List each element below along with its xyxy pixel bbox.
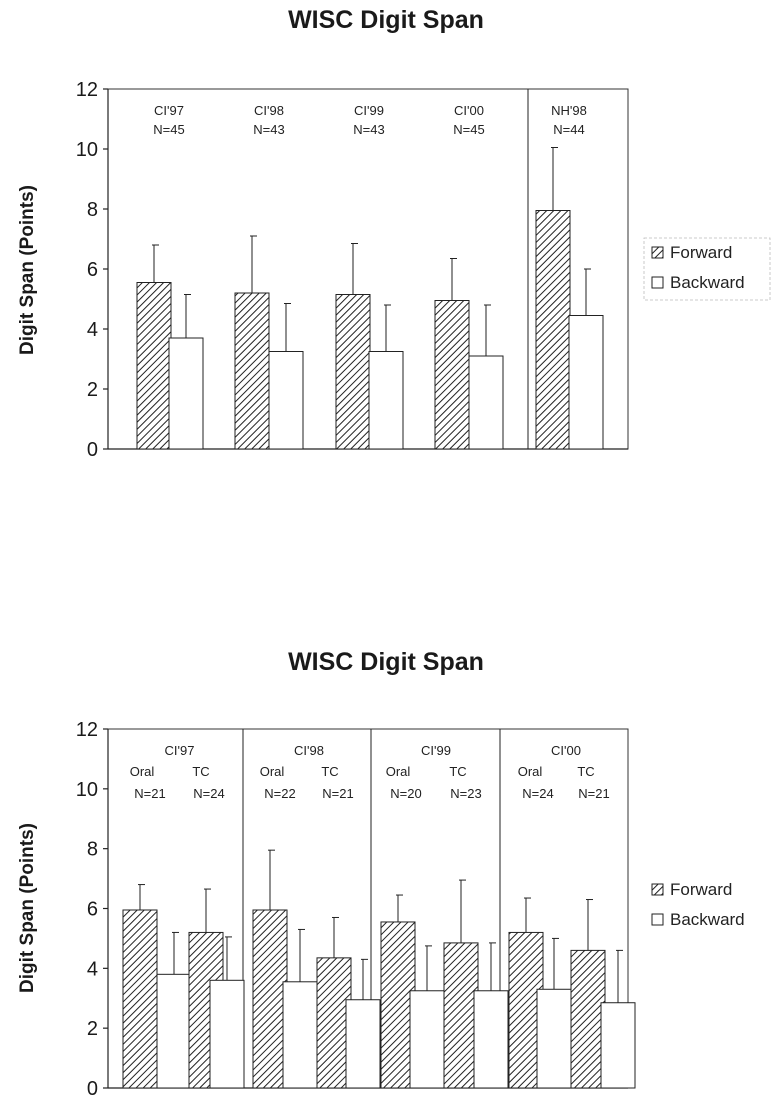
group-n-label: N=22 — [264, 786, 295, 801]
legend-label-backward: Backward — [670, 273, 745, 292]
y-tick-label: 8 — [87, 199, 98, 221]
legend-swatch-backward — [651, 276, 664, 289]
group-label: CI'97 — [165, 743, 195, 758]
y-tick-label: 6 — [87, 259, 98, 281]
group-n-label: N=23 — [450, 786, 481, 801]
group-n-label: N=45 — [453, 122, 484, 137]
y-tick-label: 10 — [76, 139, 98, 161]
bar-backward — [568, 315, 604, 450]
group-label: CI'97 — [154, 103, 184, 118]
bar-backward — [473, 990, 509, 1089]
y-tick-label: 4 — [87, 319, 98, 341]
bar-backward — [168, 337, 204, 450]
y-axis-label: Digit Span (Points) — [17, 185, 38, 355]
bar-forward — [252, 909, 288, 1089]
bar-backward — [156, 973, 192, 1089]
legend-label-forward: Forward — [670, 880, 732, 899]
group-label: CI'00 — [551, 743, 581, 758]
bar-forward — [535, 210, 571, 450]
bar-forward — [335, 294, 371, 450]
y-tick-label: 0 — [87, 1078, 98, 1098]
bar-forward — [122, 909, 158, 1089]
chart-2: WISC Digit Span 0 2 4 6 8 10 12 Digit Span (Poin… — [17, 648, 745, 1098]
legend: Forward Backward — [651, 880, 745, 929]
y-tick-label: 4 — [87, 958, 98, 980]
y-tick-label: 8 — [87, 839, 98, 861]
chart-1: WISC Digit Span 0 2 4 6 8 10 12 Digit Span (Poin… — [17, 6, 771, 461]
group-n-label: N=21 — [322, 786, 353, 801]
bar-backward — [468, 355, 504, 450]
subgroup-label: Oral — [130, 764, 155, 779]
y-tick-label: 2 — [87, 379, 98, 401]
group-n-label: N=45 — [153, 122, 184, 137]
subgroup-label: Oral — [386, 764, 411, 779]
legend-swatch-forward — [651, 883, 664, 896]
legend-label-forward: Forward — [670, 243, 732, 262]
bar-forward — [316, 957, 352, 1089]
group-n-label: N=43 — [253, 122, 284, 137]
y-axis-label: Digit Span (Points) — [17, 823, 38, 993]
legend-box — [643, 237, 771, 301]
group-n-label: N=20 — [390, 786, 421, 801]
bar-forward — [443, 942, 479, 1089]
y-tick-label: 12 — [76, 79, 98, 101]
legend: Forward Backward — [643, 237, 771, 301]
subgroup-label: TC — [192, 764, 209, 779]
bar-backward — [345, 999, 381, 1089]
y-tick-label: 2 — [87, 1018, 98, 1040]
bar-backward — [209, 979, 245, 1089]
group-label: CI'99 — [354, 103, 384, 118]
y-tick-label: 10 — [76, 779, 98, 801]
subgroup-label: TC — [449, 764, 466, 779]
bar-forward — [234, 292, 270, 450]
group-n-label: N=24 — [193, 786, 224, 801]
group-label: CI'00 — [454, 103, 484, 118]
legend-swatch-backward — [651, 913, 664, 926]
y-tick-label: 6 — [87, 899, 98, 921]
group-n-label: N=21 — [578, 786, 609, 801]
group-n-label: N=24 — [522, 786, 553, 801]
chart-title: WISC Digit Span — [288, 6, 484, 34]
bar-backward — [600, 1002, 636, 1089]
bar-backward — [368, 351, 404, 450]
subgroup-label: Oral — [260, 764, 285, 779]
group-label: CI'98 — [294, 743, 324, 758]
group-label: CI'98 — [254, 103, 284, 118]
y-tick-label: 12 — [76, 719, 98, 741]
bar-forward — [434, 300, 470, 450]
bar-backward — [536, 988, 572, 1089]
group-n-label: N=21 — [134, 786, 165, 801]
subgroup-label: TC — [577, 764, 594, 779]
legend-label-backward: Backward — [670, 910, 745, 929]
group-label: CI'99 — [421, 743, 451, 758]
bar-backward — [268, 351, 304, 450]
bar-backward — [409, 990, 445, 1089]
bar-backward — [282, 981, 318, 1089]
subgroup-label: Oral — [518, 764, 543, 779]
group-label: NH'98 — [551, 103, 587, 118]
subgroup-label: TC — [321, 764, 338, 779]
legend-swatch-forward — [651, 246, 664, 259]
chart-title: WISC Digit Span — [288, 648, 484, 676]
group-n-label: N=44 — [553, 122, 584, 137]
y-tick-label: 0 — [87, 439, 98, 461]
group-n-label: N=43 — [353, 122, 384, 137]
bar-forward — [570, 949, 606, 1089]
bar-forward — [136, 282, 172, 450]
